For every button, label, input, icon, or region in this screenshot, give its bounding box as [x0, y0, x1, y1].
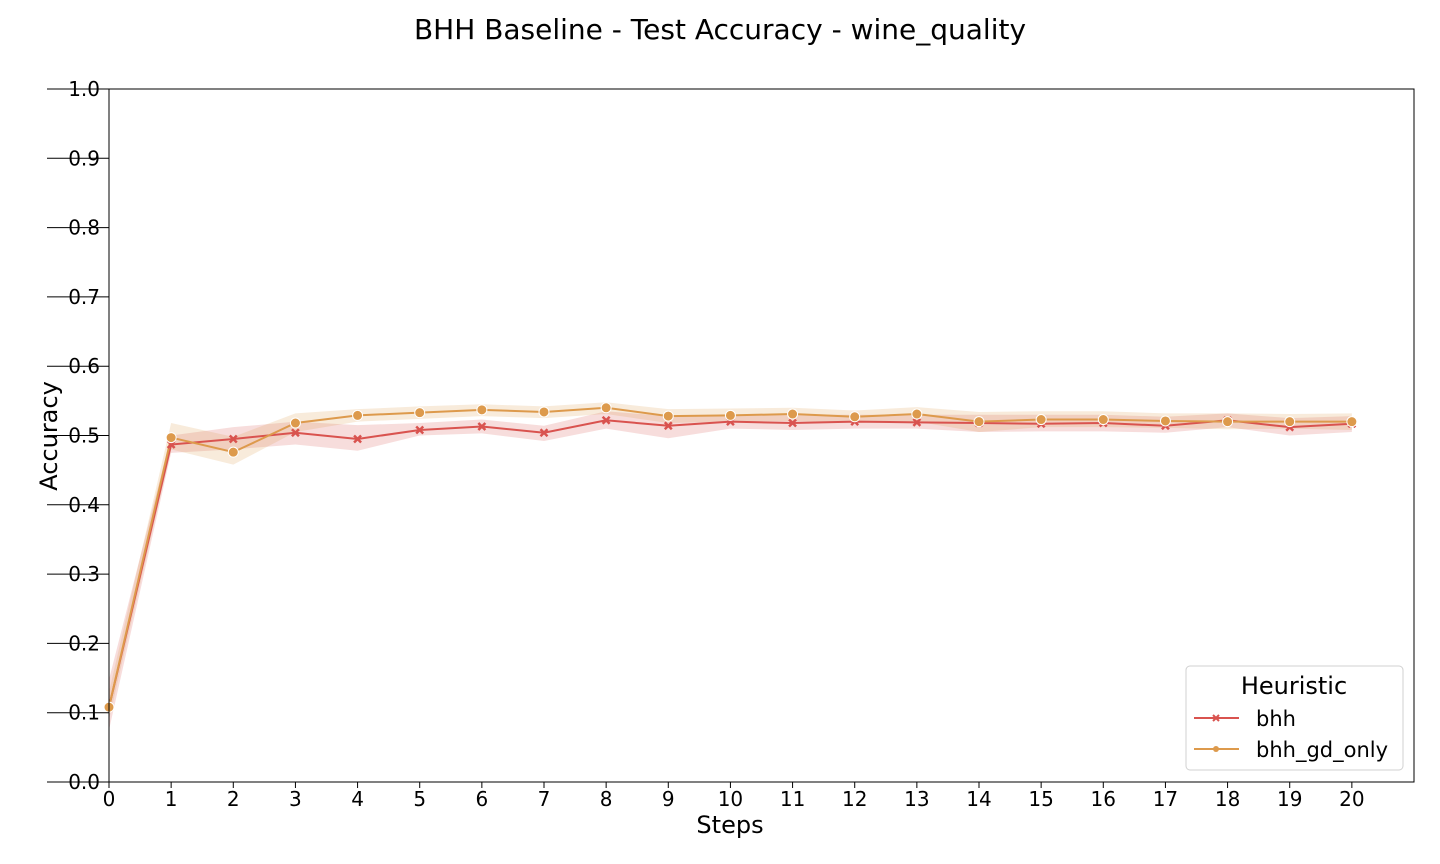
legend-item-bhh: bhh [1194, 707, 1296, 731]
x-tick-label: 7 [538, 787, 551, 811]
point-bhh_gd_only [600, 402, 612, 414]
series-markers [103, 402, 1358, 713]
point-bhh_gd_only [165, 432, 177, 444]
point-bhh_gd_only [227, 446, 239, 458]
point-bhh [228, 434, 238, 444]
confidence-bands [109, 402, 1352, 731]
point-bhh_gd_only [724, 409, 736, 421]
x-tick-label: 12 [842, 787, 867, 811]
point-bhh_gd_only [1222, 416, 1234, 428]
point-bhh_gd_only [849, 411, 861, 423]
point-bhh [788, 418, 797, 428]
y-tick-label: 0.5 [68, 424, 100, 448]
y-tick-label: 0.6 [68, 354, 100, 378]
point-bhh [291, 428, 300, 438]
point-bhh_gd_only [1159, 415, 1171, 427]
point-bhh [415, 425, 425, 435]
x-tick-label: 9 [662, 787, 675, 811]
x-tick-label: 15 [1028, 787, 1053, 811]
point-bhh_gd_only [787, 408, 799, 420]
y-tick-label: 0.1 [68, 701, 100, 725]
y-axis: 0.0 0.1 0.2 0.3 0.4 0.5 0.6 0.7 0.8 0.9 1.0 [47, 77, 109, 794]
point-bhh_gd_only [414, 407, 426, 419]
point-bhh [663, 421, 673, 431]
x-tick-label: 5 [413, 787, 426, 811]
point-bhh_gd_only [662, 410, 674, 422]
x-tick-label: 10 [718, 787, 743, 811]
legend-marker [1213, 746, 1219, 752]
ci-band-bhh [109, 411, 1352, 731]
x-tick-label: 13 [904, 787, 929, 811]
x-tick-label: 8 [600, 787, 613, 811]
series-line-bhh [108, 419, 1352, 708]
point-bhh [353, 434, 362, 444]
x-tick-label: 18 [1215, 787, 1240, 811]
chart-title: BHH Baseline - Test Accuracy - wine_qual… [414, 13, 1026, 46]
x-tick-label: 19 [1277, 787, 1302, 811]
x-axis: 0 1 2 3 4 5 6 7 8 9 10 11 12 13 14 15 16 17 18 19 20 [103, 782, 1365, 811]
ci-band-bhh_gd_only [109, 402, 1352, 720]
point-bhh [539, 428, 549, 438]
point-bhh [477, 422, 487, 431]
x-tick-label: 3 [289, 787, 302, 811]
point-bhh [912, 417, 922, 427]
x-tick-label: 11 [780, 787, 805, 811]
x-tick-label: 0 [103, 787, 116, 811]
y-tick-label: 0.4 [68, 493, 100, 517]
x-tick-label: 4 [351, 787, 364, 811]
x-tick-label: 17 [1153, 787, 1178, 811]
point-bhh_gd_only [476, 404, 488, 416]
x-axis-title: Steps [696, 811, 763, 839]
y-tick-label: 0.9 [68, 146, 100, 170]
y-tick-label: 0.3 [68, 562, 100, 586]
x-tick-label: 6 [475, 787, 488, 811]
series-line-bhh_gd_only [108, 406, 1352, 708]
x-tick-label: 1 [165, 787, 178, 811]
legend-item-bhh_gd_only: bhh_gd_only [1194, 738, 1388, 763]
point-bhh_gd_only [1284, 416, 1296, 428]
point-bhh [601, 415, 611, 425]
legend-label: bhh_gd_only [1256, 738, 1388, 763]
x-tick-label: 20 [1339, 787, 1364, 811]
y-tick-label: 0.7 [68, 285, 100, 309]
legend-marker [1212, 714, 1220, 722]
x-tick-label: 14 [966, 787, 991, 811]
x-tick-label: 2 [227, 787, 240, 811]
point-bhh_gd_only [289, 417, 301, 429]
y-tick-label: 0.2 [68, 631, 100, 655]
legend-label: bhh [1256, 707, 1296, 731]
series-lines [108, 406, 1352, 708]
point-bhh_gd_only [973, 416, 985, 428]
point-bhh_gd_only [1097, 414, 1109, 426]
point-bhh_gd_only [352, 409, 364, 421]
y-axis-title: Accuracy [35, 381, 63, 491]
point-bhh_gd_only [1346, 416, 1358, 428]
legend: Heuristic bhh bhh_gd_only [1185, 665, 1404, 771]
point-bhh_gd_only [538, 406, 550, 418]
y-tick-label: 0.0 [68, 770, 100, 794]
point-bhh_gd_only [911, 408, 923, 420]
y-tick-label: 0.8 [68, 216, 100, 240]
y-tick-label: 1.0 [68, 77, 100, 101]
legend-title: Heuristic [1241, 672, 1347, 700]
x-tick-label: 16 [1091, 787, 1116, 811]
legend-box [1185, 665, 1404, 771]
point-bhh_gd_only [1035, 414, 1047, 426]
